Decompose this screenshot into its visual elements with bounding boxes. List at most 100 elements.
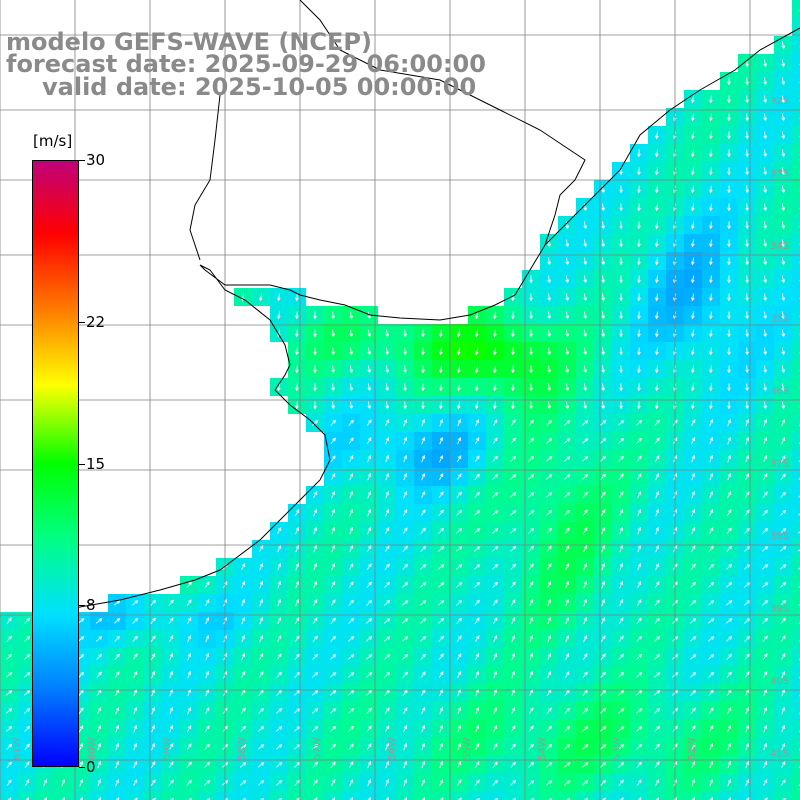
wind-arrow xyxy=(547,311,551,320)
wind-arrow xyxy=(330,617,336,624)
wind-arrow xyxy=(492,492,499,498)
wind-arrow xyxy=(258,671,264,679)
speed-cell xyxy=(792,450,800,468)
wind-arrow xyxy=(781,329,786,338)
wind-arrow xyxy=(601,401,605,410)
wind-arrow xyxy=(655,347,659,356)
wind-arrow xyxy=(637,491,642,499)
wind-arrow xyxy=(781,670,786,679)
wind-arrow xyxy=(763,185,767,194)
wind-arrow xyxy=(331,490,336,499)
wind-arrow xyxy=(186,599,192,607)
wind-arrow xyxy=(565,275,570,284)
wind-arrow xyxy=(726,653,733,660)
wind-arrow xyxy=(691,490,696,499)
wind-arrow xyxy=(493,383,497,392)
wind-arrow xyxy=(690,329,695,338)
wind-arrow xyxy=(384,527,390,535)
wind-arrow xyxy=(492,617,498,625)
wind-arrow xyxy=(348,654,355,660)
wind-arrow xyxy=(348,690,355,696)
wind-arrow xyxy=(637,203,641,212)
wind-arrow xyxy=(529,347,533,356)
wind-arrow xyxy=(294,653,300,660)
wind-arrow xyxy=(781,275,786,284)
wind-arrow xyxy=(763,401,767,410)
wind-arrow xyxy=(709,239,713,248)
wind-arrow xyxy=(366,636,373,642)
wind-arrow xyxy=(494,797,499,800)
wind-arrow xyxy=(763,293,767,302)
wind-arrow xyxy=(600,438,607,444)
wind-arrow xyxy=(421,472,426,481)
wind-arrow xyxy=(798,567,800,570)
wind-arrow xyxy=(655,329,659,338)
wind-arrow xyxy=(385,383,389,392)
wind-arrow xyxy=(798,513,800,516)
wind-arrow xyxy=(492,743,498,751)
wind-arrow xyxy=(564,509,570,516)
wind-arrow xyxy=(456,383,461,392)
wind-arrow xyxy=(529,383,533,392)
wind-arrow xyxy=(493,652,498,661)
wind-arrow xyxy=(547,383,551,392)
wind-arrow xyxy=(582,473,589,480)
wind-arrow xyxy=(745,436,750,445)
wind-arrow xyxy=(745,418,750,427)
wind-arrow xyxy=(187,634,192,643)
wind-arrow xyxy=(564,780,571,786)
wind-arrow xyxy=(636,635,642,642)
wind-arrow xyxy=(511,670,516,679)
wind-arrow xyxy=(385,743,390,751)
wind-arrow xyxy=(384,707,390,715)
wind-arrow xyxy=(637,365,641,374)
wind-arrow xyxy=(602,797,606,800)
wind-arrow xyxy=(600,726,607,732)
wind-arrow xyxy=(492,581,498,588)
longitude-label: 61W xyxy=(12,737,23,760)
wind-arrow xyxy=(456,546,463,552)
wind-arrow xyxy=(295,580,300,589)
wind-arrow xyxy=(511,652,516,661)
latitude-label: 34S xyxy=(770,241,789,252)
wind-arrow xyxy=(114,618,121,624)
wind-arrow xyxy=(690,257,695,266)
wind-arrow xyxy=(367,454,372,463)
wind-arrow xyxy=(744,527,750,534)
wind-arrow xyxy=(655,293,659,302)
wind-arrow xyxy=(132,617,139,624)
wind-arrow xyxy=(745,706,750,715)
wind-arrow xyxy=(601,293,605,302)
wind-arrow xyxy=(114,653,120,660)
wind-arrow xyxy=(204,581,210,589)
wind-arrow xyxy=(187,670,192,679)
wind-arrow xyxy=(439,329,443,338)
longitude-label: 55W xyxy=(462,737,473,760)
wind-arrow xyxy=(457,418,462,427)
wind-arrow xyxy=(420,600,427,606)
wind-arrow xyxy=(150,653,156,661)
wind-arrow xyxy=(96,707,102,715)
wind-arrow xyxy=(600,708,607,714)
wind-arrow xyxy=(565,563,570,571)
wind-arrow xyxy=(583,221,588,230)
wind-arrow xyxy=(24,654,31,660)
wind-arrow xyxy=(709,149,713,158)
wind-arrow xyxy=(294,690,301,696)
wind-arrow xyxy=(637,275,641,284)
wind-arrow xyxy=(763,113,767,122)
wind-arrow xyxy=(709,185,713,194)
wind-arrow xyxy=(312,420,319,426)
wind-arrow xyxy=(583,598,588,607)
wind-arrow xyxy=(348,743,354,751)
wind-arrow xyxy=(492,761,498,769)
wind-arrow xyxy=(457,724,462,733)
wind-arrow xyxy=(565,383,570,392)
wind-arrow xyxy=(474,617,480,625)
wind-arrow xyxy=(330,419,337,426)
wind-arrow xyxy=(150,617,156,624)
wind-arrow xyxy=(366,437,372,445)
wind-arrow xyxy=(529,670,534,679)
wind-arrow xyxy=(403,742,408,751)
wind-arrow xyxy=(24,635,31,642)
